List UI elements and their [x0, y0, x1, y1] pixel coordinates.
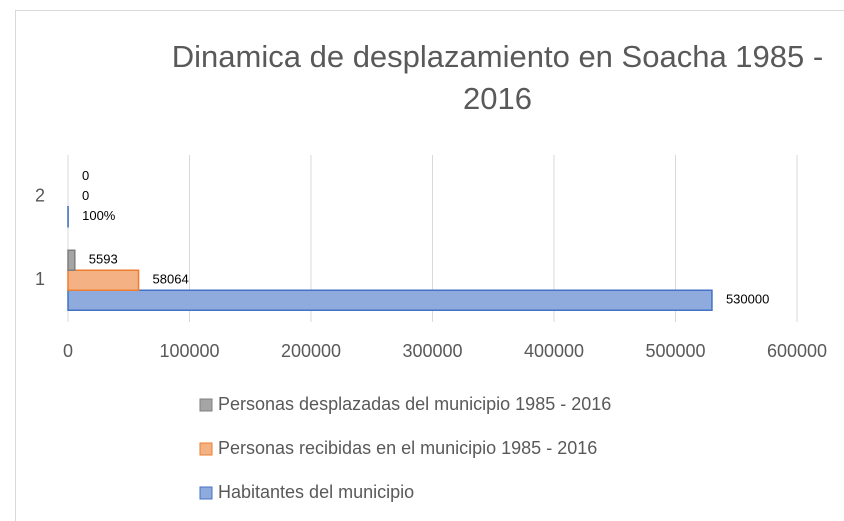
x-tick-label: 600000	[767, 341, 827, 361]
legend-label: Personas recibidas en el municipio 1985 …	[218, 438, 597, 458]
y-tick-label: 1	[35, 269, 45, 289]
x-tick-label: 300000	[402, 341, 462, 361]
bar	[67, 289, 713, 311]
x-tick-label: 400000	[524, 341, 584, 361]
data-label: 0	[82, 188, 89, 203]
legend-swatch	[199, 398, 213, 412]
data-label: 100%	[82, 208, 116, 223]
legend-swatch	[199, 442, 213, 456]
legend-swatch	[199, 486, 213, 500]
y-tick-label: 2	[35, 186, 45, 206]
chart-title: Dinamica de desplazamiento en Soacha 198…	[171, 39, 824, 116]
legend-label: Personas desplazadas del municipio 1985 …	[218, 394, 611, 414]
data-label: 530000	[726, 292, 769, 307]
data-label: 5593	[89, 252, 118, 267]
data-label: 58064	[153, 272, 189, 287]
data-label: 0	[82, 168, 89, 183]
bar	[67, 269, 140, 291]
x-tick-label: 500000	[645, 341, 705, 361]
x-tick-label: 200000	[281, 341, 341, 361]
x-tick-label: 0	[63, 341, 73, 361]
legend-label: Habitantes del municipio	[218, 482, 414, 502]
bar	[67, 249, 76, 271]
x-tick-label: 100000	[159, 341, 219, 361]
chart-border	[15, 10, 844, 521]
